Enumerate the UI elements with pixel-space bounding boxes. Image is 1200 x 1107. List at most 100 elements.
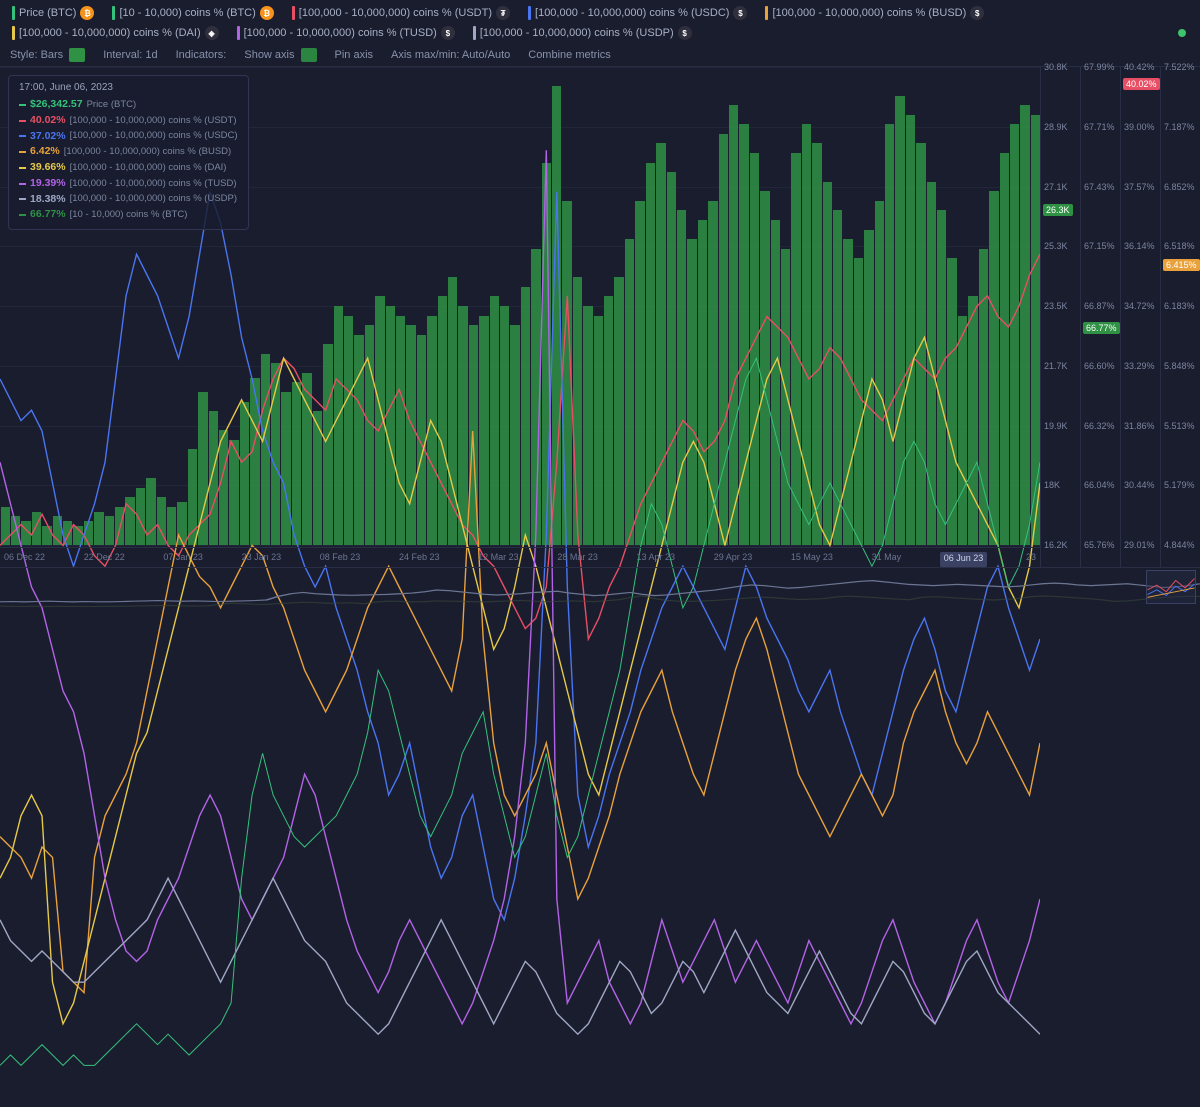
crosshair-tooltip: 17:00, June 06, 2023 $26,342.57 Price (B…	[8, 75, 249, 230]
y-tick-label: 66.60%	[1084, 361, 1115, 371]
metric-label: [100,000 - 10,000,000) coins % (TUSD)	[244, 27, 437, 39]
show-axis-label: Show axis	[244, 49, 294, 61]
y-tick-label: 6.518%	[1164, 241, 1195, 251]
series-color-tick	[19, 214, 26, 216]
show-axis-toggle[interactable]: Show axis	[244, 48, 316, 62]
y-tick-label: 7.187%	[1164, 122, 1195, 132]
tooltip-desc: [100,000 - 10,000,000) coins % (USDT)	[70, 114, 237, 128]
metric-pill[interactable]: Price (BTC) ₿	[8, 4, 98, 22]
tooltip-value: 39.66%	[30, 160, 66, 176]
coin-icon: $	[441, 26, 455, 40]
metric-label: Price (BTC)	[19, 7, 76, 19]
y-axes-group: 30.8K28.9K27.1K25.3K23.5K21.7K19.9K18K16…	[1040, 67, 1200, 567]
series-color-tick	[112, 6, 115, 20]
y-tick-label: 66.32%	[1084, 421, 1115, 431]
metric-pill[interactable]: [100,000 - 10,000,000) coins % (USDT)₮	[288, 4, 514, 22]
tooltip-desc: [10 - 10,000) coins % (BTC)	[70, 208, 188, 222]
y-tick-label: 67.99%	[1084, 62, 1115, 72]
metric-label: [100,000 - 10,000,000) coins % (USDC)	[535, 7, 729, 19]
metric-pill[interactable]: [100,000 - 10,000,000) coins % (USDP)$	[469, 24, 696, 42]
metric-label: [100,000 - 10,000,000) coins % (DAI)	[19, 27, 201, 39]
line-series-path	[0, 431, 1040, 993]
series-color-tick	[19, 135, 26, 137]
tooltip-desc: [100,000 - 10,000,000) coins % (DAI)	[70, 161, 227, 175]
tooltip-row: 37.02% [100,000 - 10,000,000) coins % (U…	[19, 129, 238, 145]
series-color-tick	[528, 6, 531, 20]
x-tick-label: 23 Jan 23	[242, 552, 282, 567]
metric-label: [10 - 10,000) coins % (BTC)	[119, 7, 255, 19]
y-tick-label: 27.1K	[1044, 182, 1068, 192]
coin-icon: ◈	[205, 26, 219, 40]
x-tick-label: 29 Apr 23	[714, 552, 753, 567]
y-value-badge: 40.02%	[1123, 78, 1160, 90]
line-series-path	[0, 358, 1040, 1065]
indicators-selector[interactable]: Indicators:	[176, 49, 227, 61]
tooltip-desc: [100,000 - 10,000,000) coins % (USDC)	[70, 129, 238, 143]
y-tick-label: 67.15%	[1084, 241, 1115, 251]
y-tick-label: 5.179%	[1164, 480, 1195, 490]
x-tick-label: 13 Apr 23	[637, 552, 676, 567]
y-tick-label: 34.72%	[1124, 301, 1155, 311]
line-series-path	[0, 337, 1040, 1023]
series-color-tick	[19, 104, 26, 106]
metric-pill[interactable]: [10 - 10,000) coins % (BTC) ₿	[108, 4, 277, 22]
y-axis-column: 30.8K28.9K27.1K25.3K23.5K21.7K19.9K18K16…	[1040, 67, 1080, 567]
interval-selector[interactable]: Interval: 1d	[103, 49, 157, 61]
combine-metrics-toggle[interactable]: Combine metrics	[528, 49, 611, 61]
style-label: Style: Bars	[10, 49, 63, 61]
tooltip-value: 66.77%	[30, 207, 66, 223]
series-color-tick	[19, 167, 26, 169]
x-tick-label: 15 May 23	[791, 552, 833, 567]
y-tick-label: 30.8K	[1044, 62, 1068, 72]
tooltip-value: $26,342.57	[30, 97, 83, 113]
y-value-badge: 6.415%	[1163, 259, 1200, 271]
y-tick-label: 29.01%	[1124, 540, 1155, 550]
y-tick-label: 25.3K	[1044, 241, 1068, 251]
y-tick-label: 30.44%	[1124, 480, 1155, 490]
y-tick-label: 66.04%	[1084, 480, 1115, 490]
y-tick-label: 18K	[1044, 480, 1060, 490]
y-axis-column: 40.42%39.00%37.57%36.14%34.72%33.29%31.8…	[1120, 67, 1160, 567]
y-value-badge: 66.77%	[1083, 322, 1120, 334]
x-tick-label: 07 Jan 23	[163, 552, 203, 567]
status-indicator	[1178, 29, 1186, 37]
coin-icon: $	[678, 26, 692, 40]
tooltip-timestamp: 17:00, June 06, 2023	[19, 82, 238, 93]
minimap[interactable]	[0, 567, 1200, 607]
metric-pill[interactable]: [100,000 - 10,000,000) coins % (TUSD) $	[233, 24, 459, 42]
series-color-tick	[19, 198, 26, 200]
series-color-tick	[765, 6, 768, 20]
tooltip-value: 40.02%	[30, 113, 66, 129]
x-axis: 06 Dec 2222 Dec 2207 Jan 2323 Jan 2308 F…	[0, 547, 1040, 567]
x-tick-label: 06 Dec 22	[4, 552, 45, 567]
metric-pill[interactable]: [100,000 - 10,000,000) coins % (BUSD)$	[761, 4, 988, 22]
x-tick-label: 31 May	[872, 552, 902, 567]
x-tick-label: 22 Dec 22	[84, 552, 125, 567]
line-series-path	[0, 878, 1040, 1034]
coin-icon: ₿	[260, 6, 274, 20]
y-tick-label: 21.7K	[1044, 361, 1068, 371]
pin-axis-toggle[interactable]: Pin axis	[335, 49, 374, 61]
y-tick-label: 4.844%	[1164, 540, 1195, 550]
y-tick-label: 16.2K	[1044, 540, 1068, 550]
metric-label: [100,000 - 10,000,000) coins % (USDT)	[299, 7, 492, 19]
metric-pill[interactable]: [100,000 - 10,000,000) coins % (DAI) ◈	[8, 24, 223, 42]
series-color-tick	[19, 151, 26, 153]
style-selector[interactable]: Style: Bars	[10, 48, 85, 62]
y-tick-label: 66.87%	[1084, 301, 1115, 311]
coin-icon: ₿	[80, 6, 94, 20]
tooltip-desc: Price (BTC)	[87, 98, 137, 112]
y-tick-label: 28.9K	[1044, 122, 1068, 132]
y-tick-label: 19.9K	[1044, 421, 1068, 431]
chart-area: 17:00, June 06, 2023 $26,342.57 Price (B…	[0, 67, 1200, 567]
y-tick-label: 5.848%	[1164, 361, 1195, 371]
metric-pill[interactable]: [100,000 - 10,000,000) coins % (USDC)$	[524, 4, 751, 22]
tooltip-row: 19.39% [100,000 - 10,000,000) coins % (T…	[19, 176, 238, 192]
y-tick-label: 5.513%	[1164, 421, 1195, 431]
tooltip-row: 66.77% [10 - 10,000) coins % (BTC)	[19, 207, 238, 223]
tooltip-desc: [100,000 - 10,000,000) coins % (TUSD)	[70, 177, 237, 191]
show-axis-swatch	[301, 48, 317, 62]
chart-plot[interactable]: 17:00, June 06, 2023 $26,342.57 Price (B…	[0, 67, 1040, 567]
y-tick-label: 36.14%	[1124, 241, 1155, 251]
axis-minmax-selector[interactable]: Axis max/min: Auto/Auto	[391, 49, 510, 61]
